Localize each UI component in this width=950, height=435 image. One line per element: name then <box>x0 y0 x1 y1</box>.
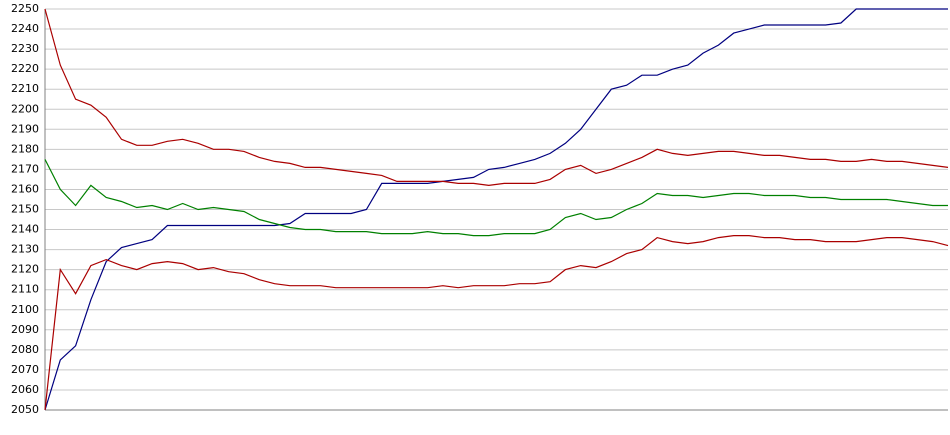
y-tick-label: 2120 <box>11 263 39 276</box>
y-tick-label: 2230 <box>11 42 39 55</box>
y-tick-label: 2200 <box>11 102 39 115</box>
series-line <box>44 8 949 187</box>
y-tick-label: 2080 <box>11 343 39 356</box>
y-tick-label: 2210 <box>11 82 39 95</box>
y-tick-label: 2110 <box>11 283 39 296</box>
series-line <box>44 8 948 411</box>
y-tick-label: 2190 <box>11 122 39 135</box>
y-tick-label: 2130 <box>11 243 39 256</box>
y-tick-label: 2090 <box>11 323 39 336</box>
y-tick-label: 2070 <box>11 363 39 376</box>
y-tick-label: 2220 <box>11 62 39 75</box>
y-tick-label: 2240 <box>11 22 39 35</box>
y-tick-label: 2250 <box>11 2 39 15</box>
y-tick-label: 2170 <box>11 162 39 175</box>
y-tick-label: 2140 <box>11 223 39 236</box>
series-line <box>44 235 949 411</box>
y-tick-label: 2050 <box>11 403 39 416</box>
y-tick-label: 2100 <box>11 303 39 316</box>
y-tick-label: 2060 <box>11 383 39 396</box>
y-tick-label: 2150 <box>11 203 39 216</box>
series-line <box>44 159 948 237</box>
y-tick-label: 2180 <box>11 142 39 155</box>
y-tick-label: 2160 <box>11 182 39 195</box>
